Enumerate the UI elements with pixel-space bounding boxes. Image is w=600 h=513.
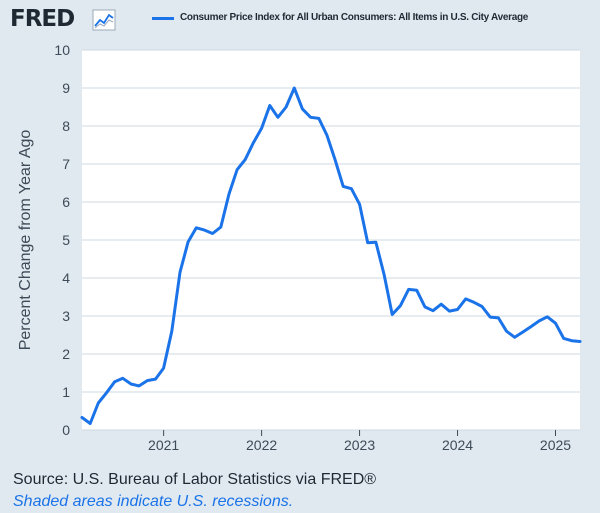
x-tick-label: 2022 — [246, 437, 277, 453]
gridlines — [82, 49, 580, 431]
chart-header: FRED Consumer Price Index for All Urban … — [10, 6, 590, 32]
recession-note: Shaded areas indicate U.S. recessions. — [13, 493, 294, 510]
x-axis-ticks: 2021 2022 2023 2024 2025 — [148, 430, 571, 453]
y-axis-label: Percent Change from Year Ago — [17, 130, 34, 351]
y-tick-label: 0 — [62, 422, 70, 438]
y-tick-label: 3 — [62, 308, 70, 324]
y-tick-label: 9 — [62, 80, 70, 96]
y-tick-label: 1 — [62, 384, 70, 400]
y-tick-label: 8 — [62, 118, 70, 134]
y-tick-label: 10 — [54, 42, 70, 58]
x-tick-label: 2024 — [442, 437, 473, 453]
series-line-cpi — [80, 86, 582, 425]
legend-swatch — [152, 17, 174, 20]
legend-series-label: Consumer Price Index for All Urban Consu… — [180, 12, 529, 23]
cpi-line-chart: 0 1 2 3 4 5 6 7 8 9 10 2021 2022 2023 2024 2025 Percen… — [17, 42, 582, 453]
y-axis-ticks: 0 1 2 3 4 5 6 7 8 9 10 — [54, 42, 70, 438]
y-tick-label: 5 — [62, 232, 70, 248]
line-chart-icon — [92, 9, 116, 31]
y-tick-label: 7 — [62, 156, 70, 172]
fred-logo[interactable]: FRED — [10, 6, 75, 32]
x-tick-label: 2023 — [344, 437, 375, 453]
x-tick-label: 2025 — [540, 437, 571, 453]
x-tick-label: 2021 — [148, 437, 179, 453]
y-tick-label: 2 — [62, 346, 70, 362]
source-note: Source: U.S. Bureau of Labor Statistics … — [13, 471, 377, 488]
y-tick-label: 4 — [62, 270, 70, 286]
y-tick-label: 6 — [62, 194, 70, 210]
